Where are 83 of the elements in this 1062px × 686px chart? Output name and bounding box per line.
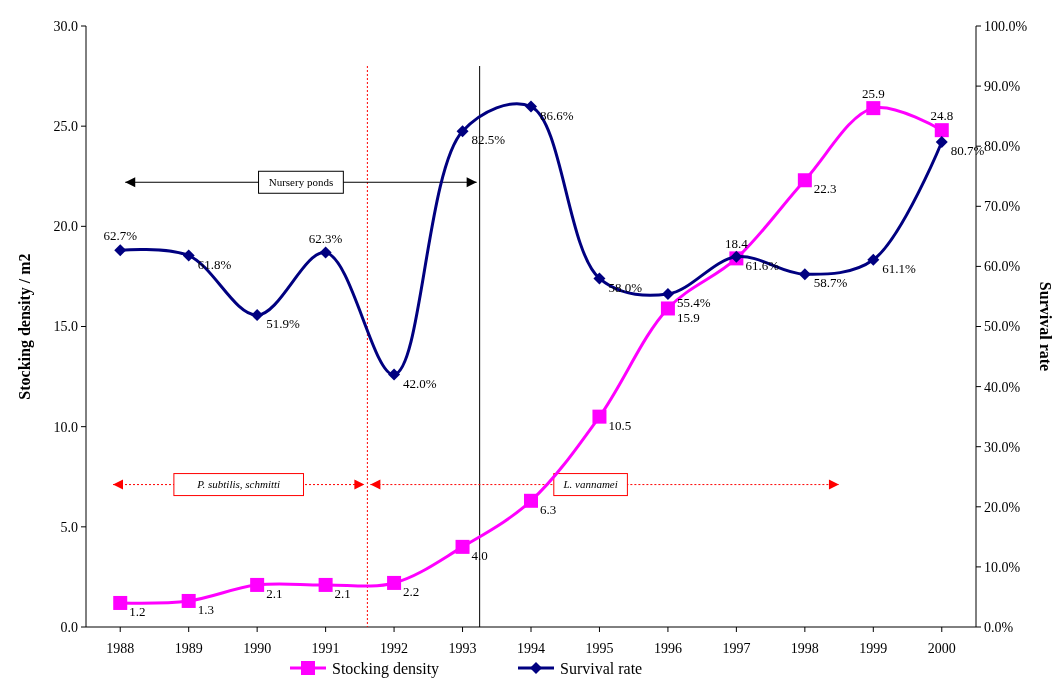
legend-label: Survival rate: [560, 659, 643, 677]
y2-tick-label: 70.0%: [984, 199, 1021, 215]
point: [798, 268, 811, 281]
x-tick-label: 1994: [517, 641, 545, 656]
point: [867, 253, 880, 266]
point: [182, 249, 195, 262]
annotation: L. vannamei: [562, 478, 618, 491]
x-tick-label: 1998: [790, 641, 819, 656]
y2-tick-label: 40.0%: [984, 379, 1021, 395]
y2-axis-title: Survival rate: [1037, 281, 1054, 372]
y2-tick-label: 10.0%: [984, 559, 1021, 575]
y2-tick-label: 80.0%: [984, 139, 1021, 155]
point: [524, 493, 538, 508]
point: [251, 309, 264, 322]
annotation: Nursery ponds: [268, 176, 334, 189]
data-label: 25.9: [861, 86, 885, 102]
point: [113, 595, 128, 610]
data-label: 62.7%: [103, 228, 138, 244]
point: [388, 368, 401, 381]
point: [456, 125, 469, 138]
data-label: 1.2: [129, 604, 146, 620]
y2-tick-label: 60.0%: [984, 259, 1021, 275]
point: [319, 246, 332, 259]
data-label: 1.3: [197, 602, 214, 618]
data-label: 15.9: [676, 309, 700, 325]
data-label: 42.0%: [403, 375, 437, 391]
data-label: 22.3: [813, 181, 837, 197]
data-label: 18.4: [725, 236, 749, 252]
point: [593, 272, 606, 285]
point: [660, 301, 675, 316]
x-tick-label: 1995: [585, 641, 614, 656]
y2-tick-label: 100.0%: [984, 18, 1028, 34]
y-tick-label: 25.0: [53, 119, 78, 135]
y2-tick-label: 90.0%: [984, 79, 1021, 94]
point: [935, 135, 948, 148]
y2-tick-label: 0.0%: [984, 619, 1014, 635]
y-axis-title: Stocking density / m2: [16, 253, 34, 400]
data-label: 55.4%: [676, 295, 711, 311]
point: [661, 288, 674, 301]
y2-tick-label: 30.0%: [984, 439, 1021, 455]
x-tick-label: 1991: [311, 641, 340, 656]
data-label: 10.5: [608, 417, 632, 433]
data-label: 58.7%: [813, 275, 848, 291]
x-tick-label: 1999: [859, 641, 888, 656]
legend-label: Stocking density: [332, 659, 440, 678]
point: [797, 173, 812, 188]
data-label: 62.3%: [308, 230, 343, 246]
y-tick-label: 5.0: [60, 519, 78, 535]
y-tick-label: 30.0: [53, 18, 78, 34]
y2-tick-label: 50.0%: [984, 319, 1021, 335]
point: [181, 593, 196, 608]
x-tick-label: 2000: [927, 641, 956, 656]
x-tick-label: 1996: [653, 641, 682, 656]
point: [387, 575, 402, 590]
data-label: 2.1: [266, 586, 283, 602]
annotation: P. subtilis, schmitti: [196, 478, 281, 491]
data-label: 61.1%: [882, 260, 917, 276]
data-label: 6.3: [540, 501, 557, 517]
point: [318, 577, 333, 592]
x-tick-label: 1989: [174, 641, 203, 656]
data-label: 51.9%: [266, 316, 300, 332]
y-tick-label: 20.0: [53, 219, 78, 235]
data-label: 86.6%: [540, 107, 574, 123]
data-label: 2.2: [403, 584, 420, 600]
point: [525, 100, 537, 113]
data-label: 24.8: [930, 108, 954, 124]
x-tick-label: 1993: [448, 641, 477, 656]
y-tick-label: 0.0: [60, 619, 78, 635]
point: [866, 101, 881, 116]
y2-tick-label: 20.0%: [984, 499, 1021, 515]
y-tick-label: 15.0: [53, 319, 78, 335]
x-tick-label: 1992: [380, 641, 409, 656]
x-tick-label: 1997: [722, 641, 751, 656]
point: [114, 244, 127, 257]
x-tick-label: 1988: [106, 641, 135, 656]
data-label: 80.7%: [950, 143, 985, 159]
x-tick-label: 1990: [243, 641, 272, 656]
point: [592, 409, 607, 424]
y-tick-label: 10.0: [53, 419, 78, 435]
point: [934, 123, 949, 138]
data-label: 2.1: [334, 586, 351, 602]
point: [250, 577, 265, 592]
point: [455, 539, 470, 554]
